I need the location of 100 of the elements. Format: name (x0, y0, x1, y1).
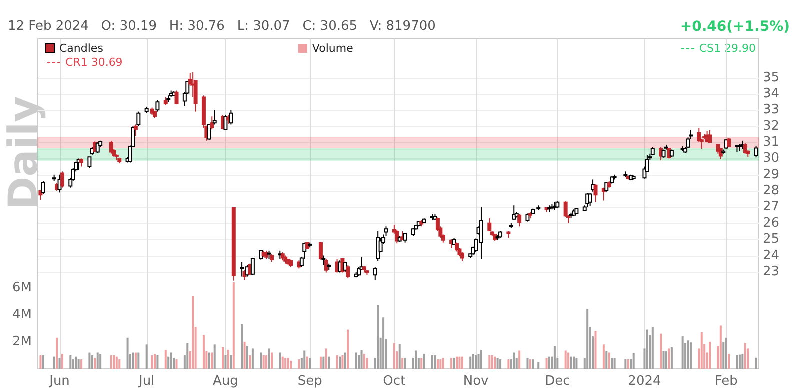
candlestick (754, 146, 758, 158)
bar (538, 362, 540, 369)
bar (91, 355, 94, 369)
y-tick-label: 28 (763, 184, 780, 199)
bar (56, 338, 58, 369)
candlestick (743, 142, 748, 154)
bar (472, 354, 474, 369)
bar (309, 358, 312, 369)
candlestick (318, 242, 323, 260)
y2-tick-label: 4M (12, 307, 32, 322)
candlestick (708, 130, 712, 144)
y-tick-label: 25 (763, 232, 780, 248)
y-tick-label: 30 (763, 151, 780, 166)
bar (755, 358, 758, 369)
bar (88, 352, 91, 369)
bar (576, 358, 578, 369)
bar (298, 360, 300, 369)
bar (728, 354, 730, 369)
x-tick-label: Dec (545, 374, 570, 389)
bar (344, 352, 346, 369)
bar (404, 358, 406, 369)
bar (377, 305, 380, 369)
bar (568, 352, 570, 369)
bar (325, 348, 328, 369)
bar (434, 355, 436, 369)
bar (268, 348, 270, 369)
bar (355, 352, 358, 369)
bar (227, 350, 230, 369)
bar (322, 356, 325, 369)
bar (170, 352, 172, 369)
bar (646, 330, 648, 369)
bar (287, 358, 290, 369)
bar (458, 356, 461, 369)
bar (110, 355, 112, 369)
bar (168, 356, 170, 369)
bar (336, 355, 338, 369)
bar (398, 344, 401, 369)
bar (224, 355, 227, 369)
bar (94, 358, 96, 369)
bar (342, 355, 344, 369)
bar (244, 342, 246, 369)
bar (606, 351, 608, 369)
bar (192, 296, 194, 369)
bar (496, 358, 499, 369)
bar (320, 356, 322, 369)
legend-label: CS1 29.90 (699, 42, 756, 55)
bar (682, 336, 684, 369)
y-tick-label: 33 (763, 102, 780, 118)
y2-tick-label: 2M (12, 334, 32, 350)
bar (442, 358, 444, 369)
bar (40, 355, 42, 369)
legend-label: Candles (60, 42, 104, 55)
bar (513, 352, 516, 369)
candlestick (718, 148, 723, 160)
bar (80, 360, 83, 369)
bar (126, 338, 129, 369)
bar (602, 344, 605, 369)
bar (608, 352, 610, 369)
bar (176, 360, 178, 369)
bar (670, 347, 673, 369)
bar (118, 360, 121, 369)
bar (456, 356, 458, 369)
bar (246, 346, 248, 369)
bar (436, 360, 439, 369)
bar (270, 352, 273, 369)
bar (744, 343, 746, 369)
candlestick (136, 111, 141, 127)
bar (132, 352, 134, 369)
candlestick (60, 171, 64, 188)
bar (151, 355, 154, 369)
x-tick-label: Jul (138, 374, 155, 389)
candlestick (518, 214, 522, 228)
bar (652, 327, 654, 369)
bar (328, 356, 330, 369)
bar (420, 358, 423, 369)
bar (632, 353, 635, 369)
bar (518, 350, 521, 369)
candlestick (488, 218, 492, 232)
bar (700, 332, 703, 369)
y-tick-label: 23 (763, 264, 780, 280)
y-tick-label: 26 (763, 216, 780, 231)
bar (214, 344, 216, 369)
bar (432, 355, 434, 369)
bar (266, 355, 268, 369)
bar (450, 358, 453, 369)
bar (662, 351, 665, 369)
bar (304, 350, 306, 369)
candlestick (697, 127, 702, 144)
bar (279, 352, 282, 369)
y-tick-label: 31 (763, 135, 780, 150)
candlestick (373, 266, 378, 281)
bar (572, 356, 575, 369)
bar (232, 282, 235, 369)
bar (614, 358, 616, 369)
bar (546, 358, 548, 369)
bar (290, 360, 292, 369)
bar (382, 318, 385, 369)
bar (260, 352, 262, 369)
bar (241, 324, 244, 369)
bar (475, 355, 478, 369)
